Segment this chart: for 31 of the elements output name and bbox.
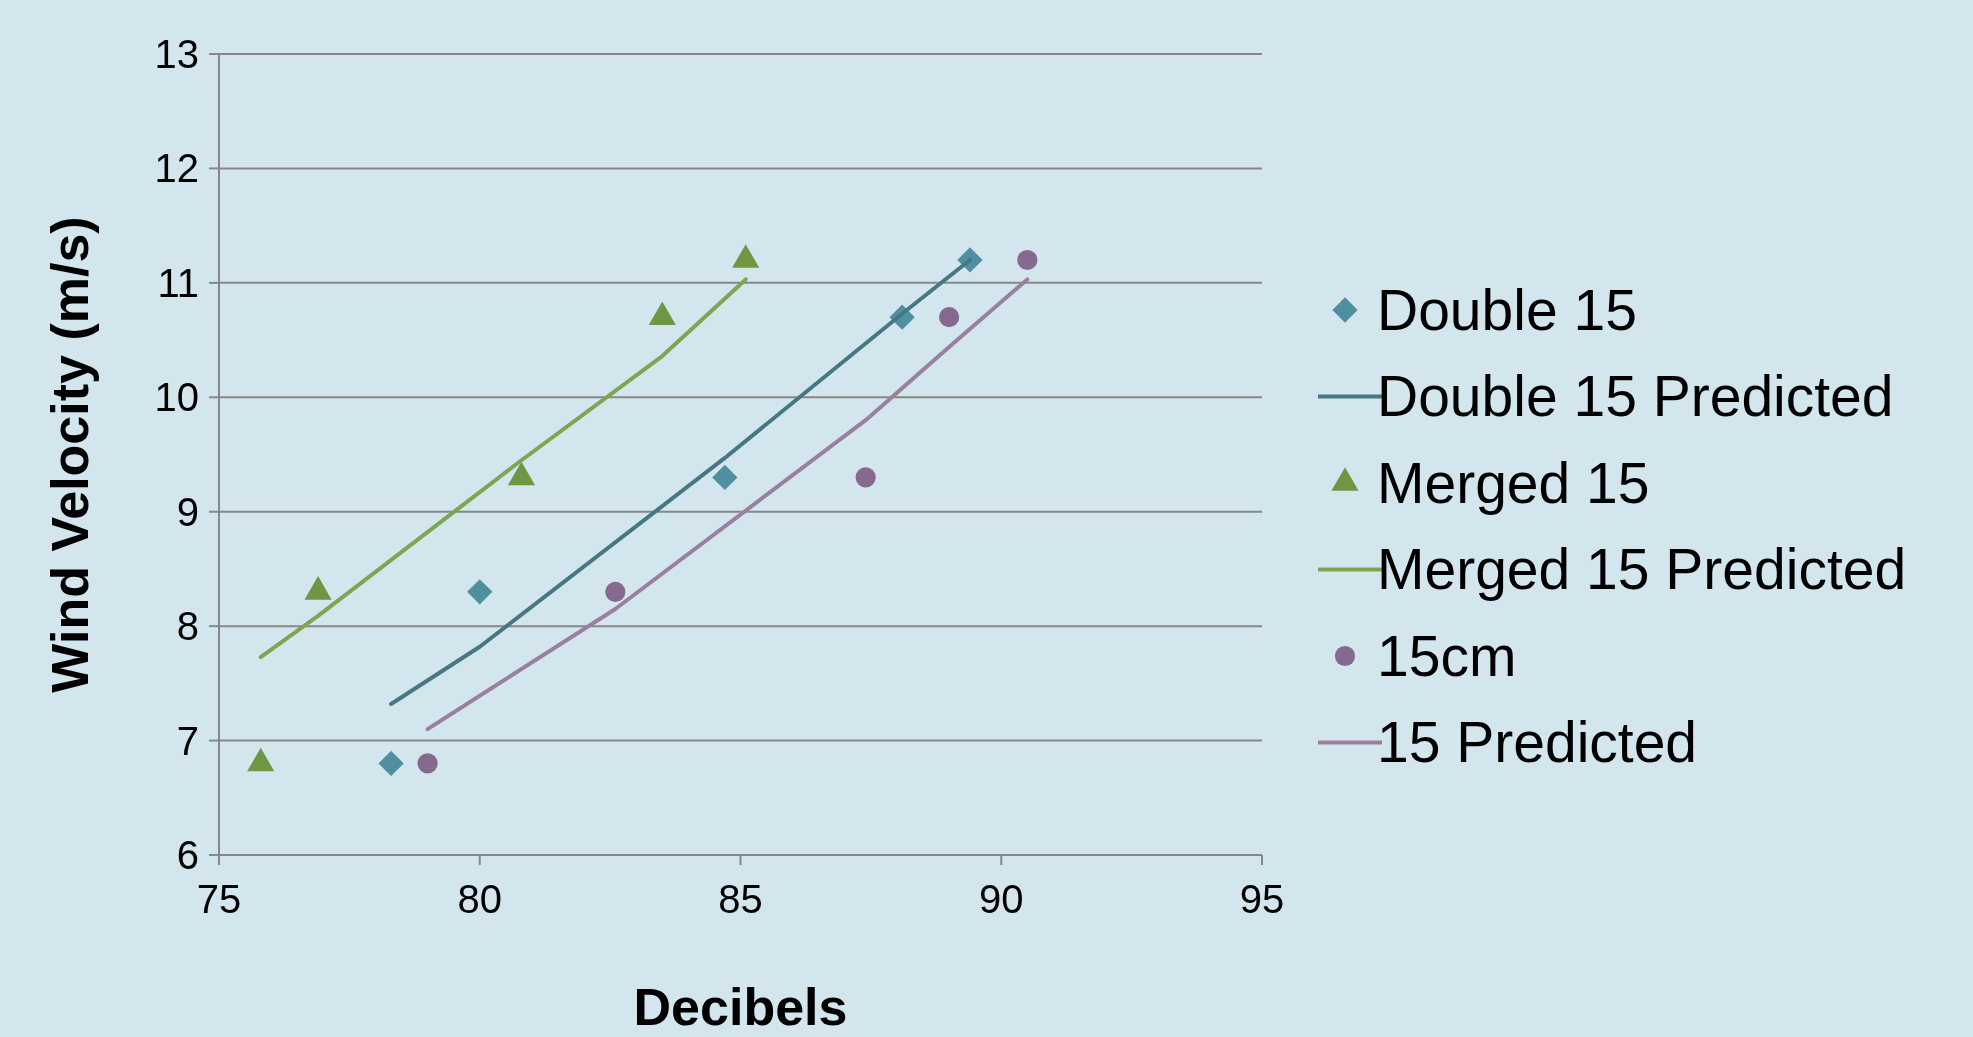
- line-series: [425, 277, 1030, 732]
- x-axis-title: Decibels: [633, 978, 848, 1036]
- point: [939, 307, 960, 328]
- y-tick-label: 10: [154, 375, 199, 420]
- legend-label: Merged 15: [1377, 450, 1650, 515]
- legend-label: Double 15: [1377, 277, 1637, 342]
- y-tick-label: 11: [157, 260, 199, 305]
- x-tick-label: 80: [457, 877, 502, 921]
- point: [467, 579, 493, 605]
- legend-label: 15cm: [1377, 623, 1517, 688]
- x-tick-label: 90: [979, 877, 1024, 921]
- point: [855, 467, 876, 488]
- line-series: [258, 277, 748, 660]
- y-tick-label: 9: [176, 489, 199, 534]
- x-tick-label: 95: [1239, 877, 1285, 921]
- x-tick-label: 85: [718, 877, 763, 921]
- y-tick-label: 8: [176, 604, 199, 649]
- point: [1017, 249, 1038, 271]
- point: [417, 753, 438, 774]
- y-tick-label: 13: [154, 32, 199, 76]
- legend-label: 15 Predicted: [1377, 710, 1698, 775]
- point: [712, 464, 738, 491]
- legend-label: Double 15 Predicted: [1377, 364, 1894, 429]
- y-tick-label: 7: [176, 718, 199, 763]
- point: [378, 750, 404, 777]
- legend-label: Merged 15 Predicted: [1377, 537, 1907, 602]
- y-axis-title: Wind Velocity (m/s): [41, 216, 99, 693]
- x-tick-label: 75: [196, 877, 242, 921]
- point: [605, 581, 626, 602]
- y-tick-label: 12: [154, 146, 199, 191]
- y-tick-label: 6: [176, 833, 199, 877]
